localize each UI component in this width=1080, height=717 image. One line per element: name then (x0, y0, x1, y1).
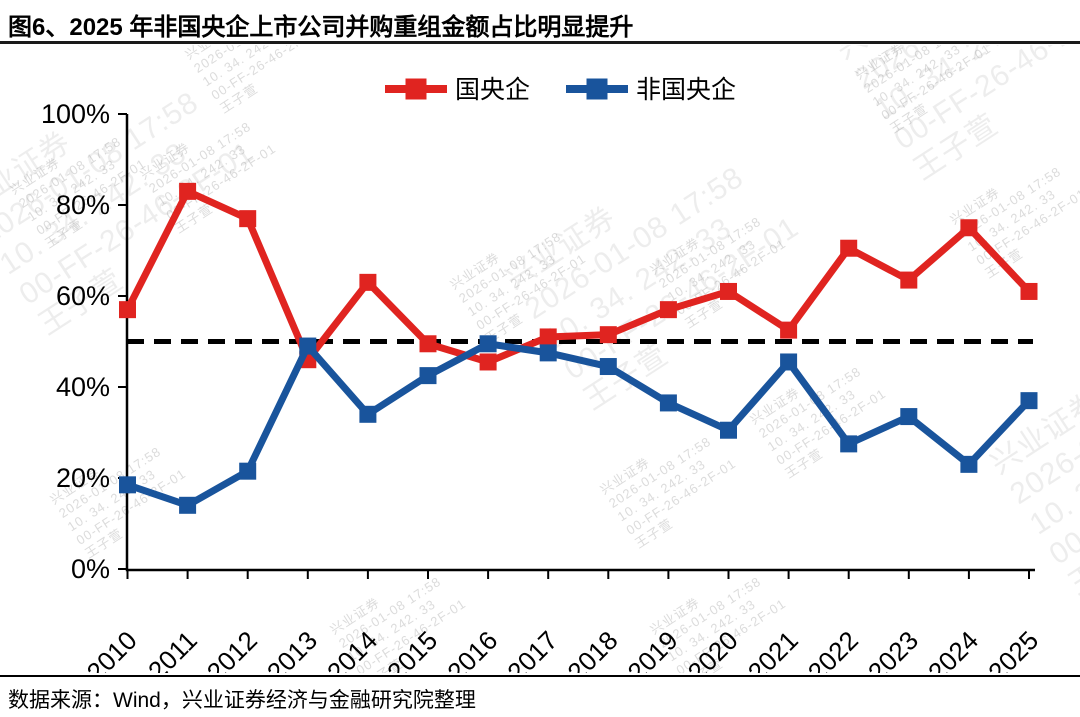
x-axis-label: 2022 (802, 625, 864, 673)
y-axis-label: 0% (71, 554, 110, 584)
data-point-marker (720, 421, 737, 439)
footer-divider (0, 675, 1080, 677)
x-axis-label: 2011 (142, 625, 203, 673)
data-point-marker (960, 455, 978, 473)
x-axis-label: 2018 (561, 625, 623, 673)
legend-square-marker (586, 78, 608, 100)
x-axis-label: 2025 (982, 625, 1044, 673)
y-axis-label: 100% (41, 99, 110, 129)
data-point-marker (479, 335, 497, 353)
data-point-marker (239, 462, 257, 480)
data-point-marker (299, 337, 317, 355)
data-point-marker (780, 321, 798, 339)
series-line (126, 339, 1032, 510)
y-axis-label: 40% (56, 372, 110, 402)
legend-label: 非国央企 (636, 76, 736, 104)
x-axis-label: 2023 (862, 625, 924, 673)
x-axis-label: 2010 (81, 625, 143, 673)
title-divider (0, 41, 1080, 44)
data-point-marker (539, 344, 557, 362)
x-axis-label: 2013 (261, 625, 323, 673)
data-point-marker (179, 496, 197, 514)
data-point-marker (359, 405, 377, 423)
legend-square-marker (405, 78, 427, 100)
data-point-marker (1020, 392, 1038, 410)
source-note: 数据来源：Wind，兴业证券经济与金融研究院整理 (8, 689, 476, 712)
series-非国央企 (119, 335, 1038, 514)
legend-label: 国央企 (455, 76, 530, 104)
legend-item: 非国央企 (566, 76, 736, 104)
y-axis-label: 60% (56, 281, 110, 311)
data-point-marker (900, 271, 918, 289)
x-axis-label: 2017 (501, 625, 563, 673)
data-point-marker (179, 182, 197, 200)
figure-title: 图6、2025 年非国央企上市公司并购重组金额占比明显提升 (8, 14, 634, 41)
data-point-marker (119, 476, 136, 494)
x-axis-label: 2024 (922, 625, 984, 673)
axis-line (125, 114, 1035, 572)
data-point-marker (900, 408, 918, 426)
x-axis-label: 2016 (441, 625, 503, 673)
data-point-marker (419, 367, 437, 385)
data-point-marker (419, 335, 437, 353)
x-axis-label: 2012 (201, 625, 263, 673)
y-axis-label: 80% (56, 190, 110, 220)
data-point-marker (599, 326, 617, 344)
data-point-marker (659, 301, 677, 319)
data-point-marker (599, 358, 617, 376)
data-point-marker (720, 282, 737, 300)
series-国央企 (119, 182, 1038, 371)
data-point-marker (1020, 282, 1038, 300)
data-point-marker (780, 353, 798, 371)
series-line (124, 186, 1032, 367)
data-point-marker (479, 353, 497, 371)
y-axis-label: 20% (56, 463, 110, 493)
data-point-marker (119, 301, 136, 319)
data-point-marker (960, 219, 978, 237)
legend-item: 国央企 (385, 76, 530, 104)
data-point-marker (359, 273, 377, 291)
data-point-marker (539, 328, 557, 346)
data-point-marker (659, 394, 677, 412)
data-point-marker (840, 435, 858, 453)
data-point-marker (840, 239, 858, 257)
data-point-marker (239, 210, 257, 228)
